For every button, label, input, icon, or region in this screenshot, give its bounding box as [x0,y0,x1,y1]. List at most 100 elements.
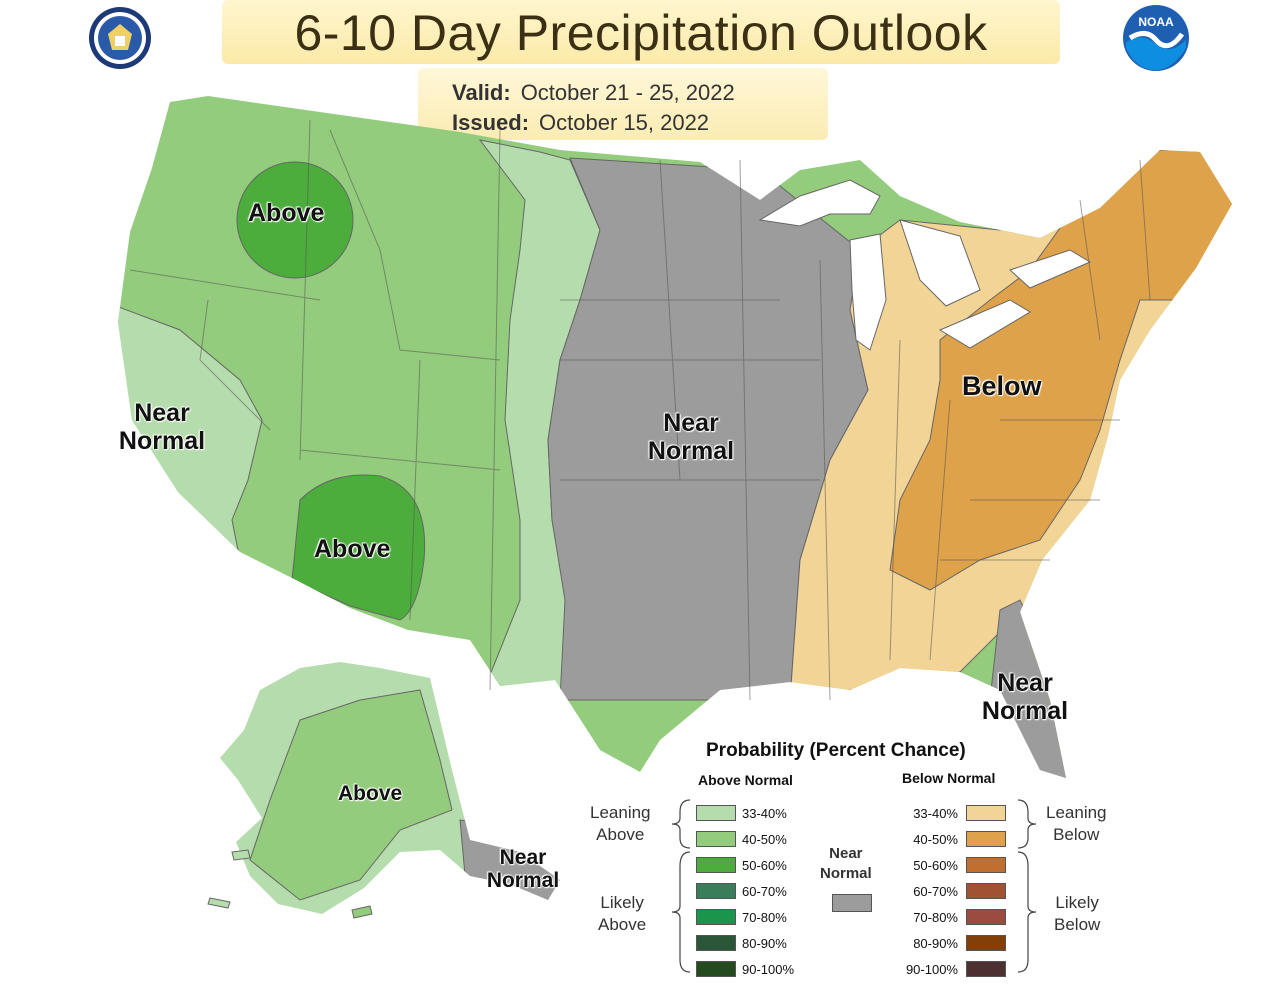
legend-likely-above-2: Above [598,915,647,935]
label-alaska-normal: Normal [486,869,560,893]
above-50-60-northwest-region [236,161,354,279]
legend-above-swatch [696,909,736,925]
legend-above-label: 90-100% [742,961,795,977]
legend-above-swatch [696,857,736,873]
legend-above-label: 50-60% [742,857,787,873]
issued-value: October 15, 2022 [539,110,710,135]
state-boundaries [129,119,1151,701]
legend-normal-word: Normal [820,864,872,882]
legend-below-swatch [966,935,1006,951]
legend-below-row: 50-60% [900,856,1006,874]
label-alaska-near: Near [499,846,547,869]
legend-below-label: 90-100% [905,961,958,977]
legend-leaning-above: Leaning Above [590,802,651,846]
label-alaska-near-normal: Near Normal [482,846,564,892]
legend-above-swatch [696,935,736,951]
legend-leaning-above-2: Above [596,825,645,845]
legend-below-swatch [966,857,1006,873]
legend-below-label: 33-40% [913,805,958,821]
noaa-logo-icon: NOAA [1123,5,1189,71]
label-central-near: Near [663,409,719,437]
label-florida-near: Near [997,669,1053,697]
legend-leaning-above-1: Leaning [590,803,651,822]
legend-above-row: 50-60% [696,856,787,874]
legend-above-head: Above Normal [698,772,793,788]
legend-below-label: 80-90% [913,935,958,951]
above-50-60-southwest-region [291,474,426,621]
noaa-logo-text: NOAA [1138,15,1174,29]
legend-below-label: 40-50% [913,831,958,847]
legend-below-row: 90-100% [900,960,1006,978]
legend-likely-above-1: Likely [600,893,644,912]
lake-superior [758,179,881,227]
legend-above-row: 90-100% [696,960,794,978]
legend-above-row: 70-80% [696,908,787,926]
label-florida-near-normal: Near Normal [970,669,1080,725]
legend-above-swatch [696,961,736,977]
label-alaska-above: Above [338,782,403,805]
legend-title: Probability (Percent Chance) [706,740,966,761]
issued-label: Issued: [452,110,530,135]
alaska-islands [207,849,373,919]
label-southwest-above: Above [314,535,391,563]
legend-above-row: 80-90% [696,934,787,952]
legend-near-normal-swatch [832,894,872,912]
lake-ontario [1009,249,1092,289]
legend-leaning-below: Leaning Below [1046,802,1107,846]
legend-near-normal-label: Near Normal [820,844,872,883]
legend-above-row: 33-40% [696,804,787,822]
legend-below-row: 33-40% [900,804,1006,822]
label-california-normal: Normal [118,426,206,455]
label-central-normal: Normal [647,436,735,465]
legend-below-row: 40-50% [900,830,1006,848]
legend-below-swatch [966,909,1006,925]
legend-above-swatch [696,831,736,847]
valid-line: Valid: October 21 - 25, 2022 [452,80,735,106]
valid-label: Valid: [452,80,511,105]
page-title: 6-10 Day Precipitation Outlook [294,5,988,61]
valid-value: October 21 - 25, 2022 [520,80,735,105]
legend-leaning-below-2: Below [1053,825,1100,845]
legend-above-swatch [696,805,736,821]
lake-michigan [849,233,887,351]
legend-below-swatch [966,831,1006,847]
legend-above-label: 33-40% [742,805,787,821]
legend-likely-below: Likely Below [1054,892,1100,936]
lake-erie [938,299,1031,349]
legend-below-swatch [966,805,1006,821]
legend-below-row: 80-90% [900,934,1006,952]
great-lakes [758,179,1092,351]
legend-leaning-below-1: Leaning [1046,803,1107,822]
legend-below-row: 70-80% [900,908,1006,926]
legend-below-head: Below Normal [902,770,996,786]
legend-above-label: 60-70% [742,883,787,899]
legend-above-swatch [696,883,736,899]
lake-huron [899,219,981,307]
date-banner: Valid: October 21 - 25, 2022 Issued: Octob… [418,68,828,140]
label-northwest-above: Above [248,199,325,227]
label-california-near: Near [134,399,190,427]
label-central-near-normal: Near Normal [636,409,746,465]
legend-above-label: 40-50% [742,831,787,847]
legend-below-label: 70-80% [913,909,958,925]
legend-likely-below-2: Below [1054,915,1101,935]
legend-below-swatch [966,961,1006,977]
legend-below-label: 60-70% [913,883,958,899]
legend-below-label: 50-60% [913,857,958,873]
legend-above-row: 40-50% [696,830,787,848]
legend-below-swatch [966,883,1006,899]
legend-near-word: Near [829,845,863,862]
label-florida-normal: Normal [981,696,1069,725]
alaska-above-40-50-region [249,689,453,901]
legend-above-label: 80-90% [742,935,787,951]
title-banner: 6-10 Day Precipitation Outlook [222,0,1060,64]
issued-line: Issued: October 15, 2022 [452,110,709,136]
legend-below-row: 60-70% [900,882,1006,900]
legend-likely-below-1: Likely [1055,893,1099,912]
label-california-near-normal: Near Normal [108,399,216,455]
legend-above-row: 60-70% [696,882,787,900]
commerce-seal-icon [89,7,151,69]
legend-above-label: 70-80% [742,909,787,925]
